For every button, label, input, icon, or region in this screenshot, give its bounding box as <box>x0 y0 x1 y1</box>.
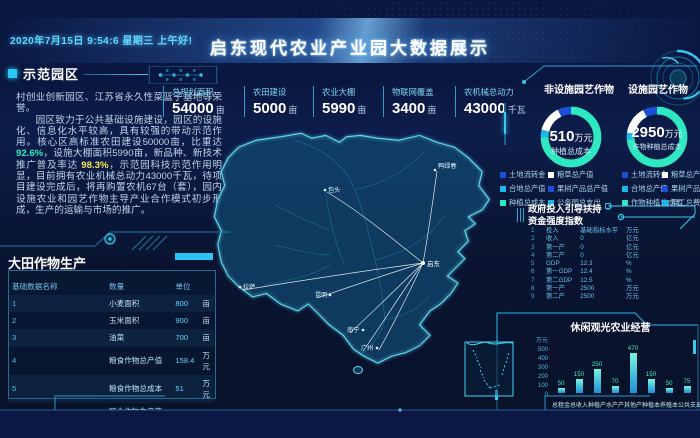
svg-text:鸭绿春: 鸭绿春 <box>438 162 457 170</box>
svg-text:启东: 启东 <box>427 259 441 268</box>
svg-text:包头: 包头 <box>328 186 340 194</box>
svg-text:昆明: 昆明 <box>315 292 327 299</box>
